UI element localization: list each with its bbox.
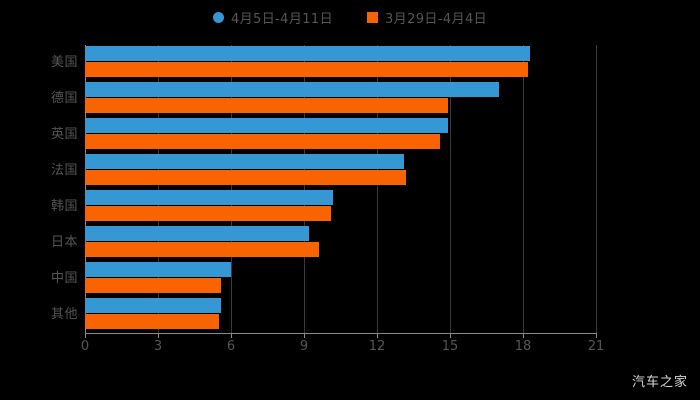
bar-group-4 [85, 189, 596, 225]
x-axis-line [85, 333, 597, 334]
y-axis-label-6: 中国 [50, 271, 78, 286]
bar-中国-series-1[interactable] [85, 262, 231, 277]
bar-group-5 [85, 225, 596, 261]
x-tick-label-0: 0 [80, 339, 90, 354]
bar-法国-series-1[interactable] [85, 154, 404, 169]
gridline-15 [450, 45, 451, 333]
x-tick-label-6: 6 [226, 339, 236, 354]
bar-group-1 [85, 81, 596, 117]
x-tick-12 [377, 333, 378, 338]
bar-德国-series-1[interactable] [85, 82, 499, 97]
chart-legend: 4月5日-4月11日 3月29日-4月4日 [0, 8, 700, 27]
bar-中国-series-2[interactable] [85, 278, 222, 293]
x-tick-label-12: 12 [368, 339, 386, 354]
x-tick-6 [231, 333, 232, 338]
bar-其他-series-1[interactable] [85, 298, 222, 313]
y-axis-label-1: 德国 [50, 91, 78, 106]
gridline-18 [523, 45, 524, 333]
x-tick-3 [158, 333, 159, 338]
x-tick-label-21: 21 [587, 339, 605, 354]
bar-group-6 [85, 261, 596, 297]
gridline-9 [304, 45, 305, 333]
x-tick-15 [450, 333, 451, 338]
gridline-3 [158, 45, 159, 333]
bar-group-3 [85, 153, 596, 189]
gridline-0 [85, 45, 86, 333]
y-axis-label-0: 美国 [50, 55, 78, 70]
bar-德国-series-2[interactable] [85, 98, 448, 113]
bar-美国-series-2[interactable] [85, 62, 528, 77]
gridline-6 [231, 45, 232, 333]
circle-marker-icon [212, 12, 224, 23]
x-tick-21 [596, 333, 597, 338]
x-tick-label-9: 9 [299, 339, 309, 354]
bar-日本-series-1[interactable] [85, 226, 309, 241]
bar-group-7 [85, 297, 596, 333]
bar-英国-series-2[interactable] [85, 134, 441, 149]
watermark: 汽车之家 [631, 375, 688, 390]
gridline-12 [377, 45, 378, 333]
y-axis-label-7: 其他 [50, 307, 78, 322]
y-axis-labels: 美国德国英国法国韩国日本中国其他 [0, 45, 78, 333]
legend-label-series-1: 4月5日-4月11日 [230, 12, 333, 27]
bar-韩国-series-1[interactable] [85, 190, 334, 205]
bar-法国-series-2[interactable] [85, 170, 407, 185]
square-marker-icon [367, 12, 378, 23]
bar-其他-series-2[interactable] [85, 314, 219, 329]
gridline-21 [596, 45, 597, 333]
legend-item-series-2[interactable]: 3月29日-4月4日 [367, 8, 487, 27]
x-tick-18 [523, 333, 524, 338]
x-tick-0 [85, 333, 86, 338]
bar-韩国-series-2[interactable] [85, 206, 331, 221]
x-tick-label-15: 15 [441, 339, 459, 354]
x-tick-9 [304, 333, 305, 338]
bar-rows [85, 45, 596, 333]
x-tick-label-18: 18 [514, 339, 532, 354]
bar-group-0 [85, 45, 596, 81]
y-axis-label-2: 英国 [50, 127, 78, 142]
x-tick-label-3: 3 [153, 339, 163, 354]
bar-日本-series-2[interactable] [85, 242, 319, 257]
bar-美国-series-1[interactable] [85, 46, 531, 61]
bar-group-2 [85, 117, 596, 153]
y-axis-label-5: 日本 [50, 235, 78, 250]
bar-英国-series-1[interactable] [85, 118, 448, 133]
legend-item-series-1[interactable]: 4月5日-4月11日 [212, 8, 333, 27]
y-axis-label-3: 法国 [50, 163, 78, 178]
y-axis-label-4: 韩国 [50, 199, 78, 214]
legend-label-series-2: 3月29日-4月4日 [385, 12, 488, 27]
plot-area [85, 45, 597, 333]
